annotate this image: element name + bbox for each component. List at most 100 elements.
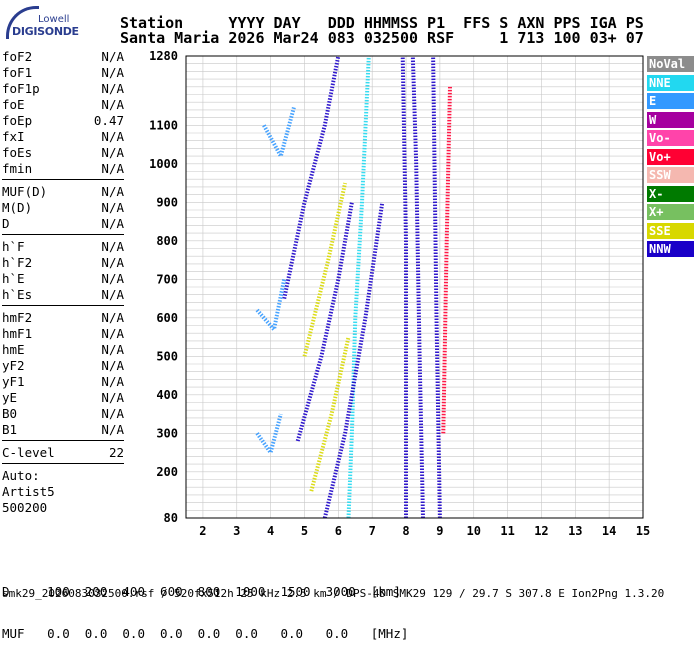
param-separator bbox=[2, 463, 124, 468]
auto-scaling-text: Auto: bbox=[2, 468, 40, 483]
x-tick-label: 14 bbox=[602, 524, 616, 538]
muf-row: MUF 0.0 0.0 0.0 0.0 0.0 0.0 0.0 0.0 [MHz… bbox=[2, 626, 409, 641]
param-value: N/A bbox=[101, 358, 124, 373]
param-label: foF1p bbox=[2, 81, 40, 96]
param-row-foes: foEs N/A bbox=[2, 145, 124, 161]
y-tick-label: 900 bbox=[156, 195, 178, 209]
param-row-yf2: yF2 N/A bbox=[2, 358, 124, 374]
x-tick-label: 2 bbox=[199, 524, 206, 538]
param-value: N/A bbox=[101, 374, 124, 389]
param-row-hf2: h`F2 N/A bbox=[2, 255, 124, 271]
param-label: B1 bbox=[2, 422, 18, 437]
y-tick-label: 1000 bbox=[149, 157, 178, 171]
param-label: fmin bbox=[2, 161, 33, 176]
echo-trace-nnw bbox=[282, 55, 341, 300]
legend-item-nnw: NNW bbox=[647, 241, 694, 257]
param-label: fxI bbox=[2, 129, 25, 144]
param-label: h`F bbox=[2, 239, 25, 254]
parameter-panel: foF2 N/A foF1 N/A foF1p N/A foE N/A foEp 0.47 fxI N… bbox=[2, 49, 124, 516]
echo-trace-nnw bbox=[410, 55, 425, 519]
legend-item-noval: NoVal bbox=[647, 56, 694, 72]
distance-row: D 100 200 400 600 800 1000 1500 3000 [km… bbox=[2, 584, 401, 599]
param-row-hf: h`F N/A bbox=[2, 239, 124, 255]
param-label: yE bbox=[2, 390, 18, 405]
param-label: D bbox=[2, 216, 10, 231]
x-tick-label: 4 bbox=[267, 524, 274, 538]
param-row-b1: B1 N/A bbox=[2, 422, 124, 438]
x-tick-label: 9 bbox=[436, 524, 443, 538]
auto-scaling-text: 500200 bbox=[2, 500, 48, 515]
x-tick-label: 12 bbox=[534, 524, 548, 538]
legend-item-xminus: X- bbox=[647, 185, 694, 202]
x-tick-label: 15 bbox=[636, 524, 650, 538]
echo-trace-nnw bbox=[431, 55, 442, 519]
echo-trace-e bbox=[262, 105, 297, 162]
param-label: h`Es bbox=[2, 287, 33, 302]
x-tick-label: 7 bbox=[369, 524, 376, 538]
param-label: foF1 bbox=[2, 65, 33, 80]
y-tick-label: 300 bbox=[156, 426, 178, 440]
x-tick-label: 11 bbox=[500, 524, 514, 538]
legend-item-e: E bbox=[647, 93, 694, 109]
plot-frame bbox=[185, 55, 644, 519]
legend-item-xplus: X+ bbox=[647, 204, 694, 220]
param-value: 22 bbox=[108, 445, 124, 460]
param-row-md: M(D) N/A bbox=[2, 200, 124, 216]
param-row-b0: B0 N/A bbox=[2, 406, 124, 422]
y-tick-label: 1280 bbox=[149, 49, 178, 63]
param-value: N/A bbox=[101, 97, 124, 112]
header-labels: Station YYYY DAY DDD HHMMSS P1 FFS S AXN… bbox=[120, 14, 644, 32]
param-value: N/A bbox=[101, 271, 124, 286]
param-value: N/A bbox=[101, 422, 124, 437]
param-row-fxi: fxI N/A bbox=[2, 129, 124, 145]
param-label: foE bbox=[2, 97, 25, 112]
logo-digisonde: DIGISONDE bbox=[12, 25, 79, 38]
y-tick-label: 500 bbox=[156, 349, 178, 363]
x-tick-label: 5 bbox=[301, 524, 308, 538]
y-tick-label: 800 bbox=[156, 234, 178, 248]
param-row-foe: foE N/A bbox=[2, 97, 124, 113]
legend-item-w: W bbox=[647, 111, 694, 128]
x-tick-label: 8 bbox=[402, 524, 409, 538]
param-value: N/A bbox=[101, 287, 124, 302]
param-row-hme: hmE N/A bbox=[2, 342, 124, 358]
legend-item-voplus: Vo+ bbox=[647, 148, 694, 165]
param-label: foF2 bbox=[2, 49, 33, 64]
y-tick-label: 700 bbox=[156, 272, 178, 286]
param-row-ye: yE N/A bbox=[2, 390, 124, 406]
param-row-fmin: fmin N/A bbox=[2, 161, 124, 177]
param-row-hmf1: hmF1 N/A bbox=[2, 326, 124, 342]
echo-trace-vo bbox=[441, 86, 452, 434]
param-value: N/A bbox=[101, 216, 124, 231]
param-label: h`E bbox=[2, 271, 25, 286]
param-value: N/A bbox=[101, 81, 124, 96]
echo-trace-sse bbox=[302, 182, 348, 357]
param-row-d: D N/A bbox=[2, 216, 124, 232]
param-label: M(D) bbox=[2, 200, 33, 215]
header-values: Santa Maria 2026 Mar24 083 032500 RSF 1 … bbox=[120, 29, 644, 47]
param-label: foEs bbox=[2, 145, 33, 160]
param-value: N/A bbox=[101, 129, 124, 144]
x-tick-label: 10 bbox=[467, 524, 481, 538]
param-label: foEp bbox=[2, 113, 33, 128]
param-value: 0.47 bbox=[93, 113, 124, 128]
legend-item-ssw: SSW bbox=[647, 167, 694, 183]
y-tick-label: 600 bbox=[156, 311, 178, 325]
echo-trace-sse bbox=[309, 336, 351, 492]
legend-item-nne: NNE bbox=[647, 74, 694, 91]
param-value: N/A bbox=[101, 255, 124, 270]
legend: NoVal NNE E W Vo- Vo+ SSW X- X+ SSE NNW bbox=[647, 56, 694, 260]
ionogram-chart: 2 3 4 5 6 7 8 9 10 11 12 13 14 15 80 200 300 400 500 600 700… bbox=[149, 49, 650, 538]
x-tick-label: 13 bbox=[568, 524, 582, 538]
param-value: N/A bbox=[101, 145, 124, 160]
x-tick-label: 6 bbox=[335, 524, 342, 538]
y-tick-label: 80 bbox=[164, 511, 178, 525]
logo-lowell: Lowell bbox=[38, 14, 70, 25]
param-value: N/A bbox=[101, 390, 124, 405]
param-label: hmE bbox=[2, 342, 25, 357]
param-label: yF2 bbox=[2, 358, 25, 373]
param-value: N/A bbox=[101, 184, 124, 199]
y-tick-label: 1100 bbox=[149, 118, 178, 132]
param-value: N/A bbox=[101, 161, 124, 176]
param-row-foep: foEp 0.47 bbox=[2, 113, 124, 129]
